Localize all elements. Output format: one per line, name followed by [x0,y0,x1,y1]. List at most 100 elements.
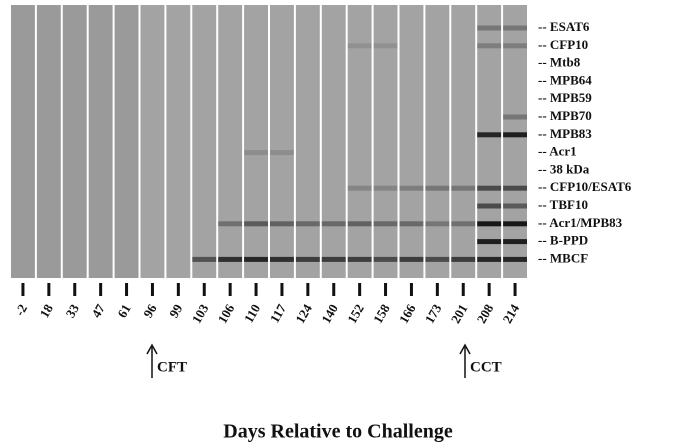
lane-tick [435,283,439,296]
band [451,185,476,191]
band [477,43,502,49]
band [477,221,502,227]
strip [114,5,139,278]
band [373,221,398,227]
band [451,256,476,262]
antigen-label: -- Acr1/MPB83 [538,215,623,230]
strip [62,5,87,278]
antigen-label: -- MPB64 [538,72,592,87]
lane-tick [306,283,310,296]
lane-label: 140 [318,301,341,325]
band [477,185,502,191]
lane-label: 106 [215,301,238,326]
strip [451,5,476,278]
strip [88,5,113,278]
antigen-label: -- Acr1 [538,144,577,159]
blot-background [9,5,528,278]
lane-label: 214 [499,301,522,326]
strip [373,5,398,278]
band [244,150,268,156]
strip [321,5,346,278]
lane-label: 124 [292,301,315,326]
lane-label: 33 [62,301,82,320]
arrow-head [146,343,158,355]
lane-label: 208 [474,301,497,326]
band [425,185,450,191]
lane-label: 61 [114,301,133,320]
strip [140,5,165,278]
strip [244,5,268,278]
band [477,239,502,245]
band [244,221,268,227]
lane-label: 152 [344,301,367,325]
strip [218,5,243,278]
lane-tick [409,283,413,296]
lane-label: 173 [422,301,445,326]
band [503,185,527,191]
lane-label: -2 [12,301,30,318]
band [503,256,527,262]
lane-tick [21,283,25,296]
strip [192,5,217,278]
x-axis-title: Days Relative to Challenge [223,421,453,443]
arrow-head [459,343,471,355]
strip [11,5,35,278]
lane-tick [358,283,362,296]
antigen-label: -- 38 kDa [538,161,590,176]
band [347,221,372,227]
band [347,43,372,49]
lane-label: 99 [166,301,186,320]
lane-label: 201 [448,301,471,325]
strip [399,5,424,278]
band [347,256,372,262]
band [270,256,294,262]
band [399,256,424,262]
band [503,239,527,245]
lane-tick [176,283,180,296]
antigen-label: -- MPB70 [538,108,592,123]
lane-tick [513,283,517,296]
strip [295,5,320,278]
lane-tick [461,283,465,296]
lane-tick [47,283,51,296]
lane-label: 96 [140,301,160,320]
lane-label: 47 [88,301,108,320]
strip [425,5,450,278]
annotation: CFT [157,359,187,375]
antigen-label: -- Mtb8 [538,55,581,70]
band [295,221,320,227]
lane-tick [487,283,491,296]
band [373,43,398,49]
band [503,25,527,31]
strip [347,5,372,278]
lane-label: 117 [267,301,290,325]
band [477,132,502,138]
lane-tick [384,283,388,296]
band [373,256,398,262]
band [321,221,346,227]
strip [503,5,527,278]
antigen-label: -- ESAT6 [538,19,590,34]
antigen-label: -- CFP10 [538,37,588,52]
strip [477,5,502,278]
lane-tick [99,283,103,296]
band [503,221,527,227]
band [295,256,320,262]
band [373,185,398,191]
band [477,256,502,262]
antigen-label: -- TBF10 [538,197,588,212]
band [503,203,527,209]
band [503,114,527,120]
band [218,221,243,227]
band [425,221,450,227]
band [503,43,527,49]
band [451,221,476,227]
annotation: CCT [470,359,502,375]
band [192,256,217,262]
lane-label: 166 [396,301,419,326]
lane-tick [332,283,336,296]
antigen-label: -- B-PPD [538,233,588,248]
band [347,185,372,191]
antigen-label: -- CFP10/ESAT6 [538,179,632,194]
